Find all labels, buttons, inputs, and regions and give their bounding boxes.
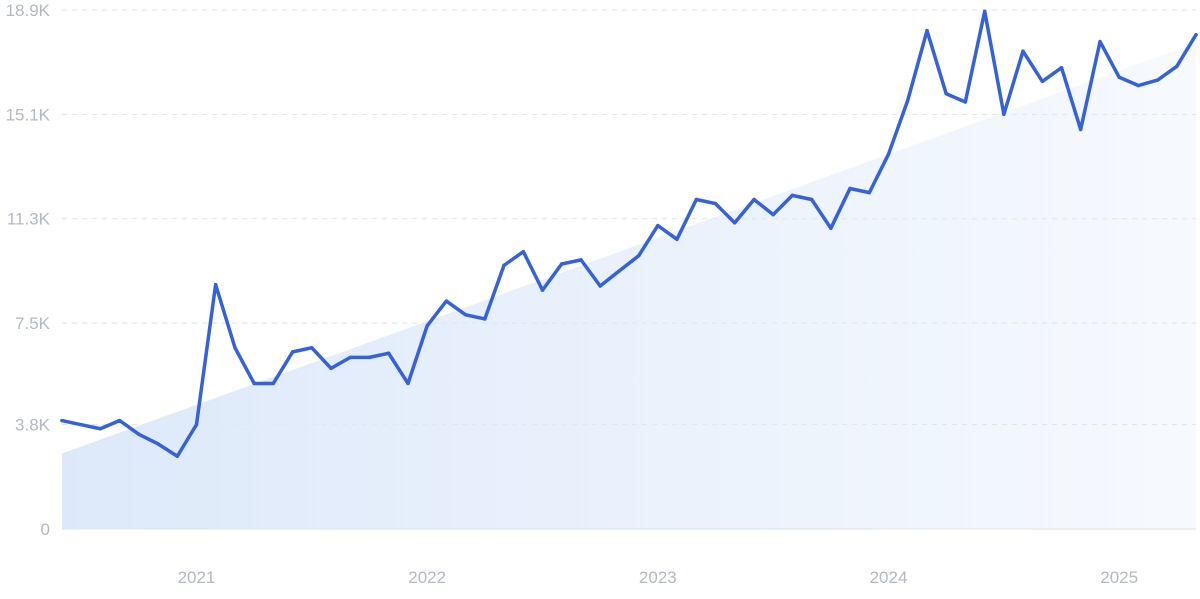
data-point	[175, 454, 180, 458]
data-point	[117, 418, 122, 423]
data-point	[1136, 83, 1141, 88]
data-point	[559, 262, 564, 266]
data-point	[540, 288, 545, 292]
data-point	[271, 381, 275, 386]
data-point	[675, 237, 679, 241]
data-point	[732, 221, 737, 225]
data-point	[137, 432, 141, 436]
data-point	[79, 422, 83, 427]
data-point	[348, 355, 353, 360]
data-point	[1059, 65, 1064, 70]
data-point	[579, 258, 583, 262]
data-point	[905, 98, 910, 103]
data-point	[1175, 64, 1179, 68]
data-point	[925, 28, 929, 33]
data-point	[790, 193, 795, 198]
data-point	[752, 197, 756, 202]
data-point	[983, 9, 987, 14]
data-point	[848, 186, 852, 191]
data-point	[444, 299, 449, 303]
data-point	[483, 317, 487, 321]
y-tick-label: 7.5K	[15, 314, 51, 333]
y-tick-label: 18.9K	[6, 1, 51, 20]
data-point	[310, 346, 314, 350]
data-point	[867, 190, 872, 195]
data-point	[329, 366, 333, 371]
x-tick-label: 2022	[408, 568, 446, 587]
data-point	[944, 92, 948, 96]
series-line	[60, 9, 1198, 458]
x-tick-label: 2025	[1100, 568, 1138, 587]
data-point	[194, 422, 199, 427]
data-point	[213, 282, 218, 287]
x-axis-ticks: 2021 2022 2023 2024 2025	[178, 568, 1139, 587]
data-point	[886, 152, 891, 156]
data-point	[1002, 112, 1006, 117]
data-point	[521, 249, 526, 254]
data-point	[1040, 79, 1045, 84]
data-point	[1194, 33, 1198, 37]
data-point	[252, 381, 256, 386]
data-point	[1078, 127, 1083, 132]
data-point	[598, 284, 602, 288]
x-tick-label: 2024	[870, 568, 908, 587]
data-point	[98, 427, 102, 431]
data-point	[829, 226, 833, 231]
series	[60, 9, 1198, 458]
data-point	[963, 100, 968, 104]
x-tick-label: 2023	[639, 568, 677, 587]
data-point	[425, 324, 429, 328]
data-point	[156, 442, 160, 446]
data-point	[617, 269, 622, 273]
y-tick-label: 0	[41, 520, 50, 539]
x-tick-label: 2021	[178, 568, 216, 587]
data-point	[386, 351, 391, 355]
data-point	[1117, 75, 1121, 79]
y-tick-label: 3.8K	[15, 416, 51, 435]
data-point	[713, 201, 718, 206]
data-point	[1021, 49, 1025, 53]
y-tick-label: 15.1K	[6, 105, 51, 124]
data-point	[656, 223, 660, 228]
data-point	[636, 254, 641, 258]
data-point	[1156, 78, 1160, 82]
data-point	[809, 197, 814, 202]
data-point	[771, 212, 775, 217]
y-tick-label: 11.3K	[7, 210, 51, 229]
data-point	[60, 418, 64, 423]
trend-area	[62, 42, 1196, 529]
data-point	[1098, 39, 1102, 44]
data-point	[406, 381, 410, 386]
data-point	[290, 350, 295, 354]
data-point	[463, 313, 468, 317]
data-point	[694, 197, 699, 202]
data-point	[233, 346, 237, 350]
y-axis-ticks: 0 3.8K 7.5K 11.3K 15.1K 18.9K	[6, 1, 51, 539]
data-point	[502, 263, 506, 268]
data-point	[367, 355, 372, 360]
